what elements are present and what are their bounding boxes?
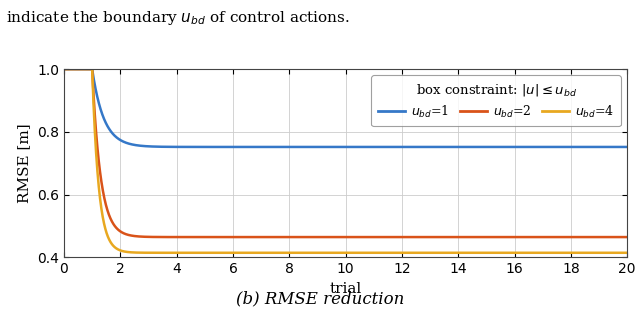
Legend: $u_{bd}$=1, $u_{bd}$=2, $u_{bd}$=4: $u_{bd}$=1, $u_{bd}$=2, $u_{bd}$=4 xyxy=(371,75,621,126)
X-axis label: trial: trial xyxy=(330,282,362,296)
Text: (b) RMSE reduction: (b) RMSE reduction xyxy=(236,291,404,308)
Y-axis label: RMSE [m]: RMSE [m] xyxy=(17,123,31,203)
Text: indicate the boundary $u_{bd}$ of control actions.: indicate the boundary $u_{bd}$ of contro… xyxy=(6,9,350,27)
